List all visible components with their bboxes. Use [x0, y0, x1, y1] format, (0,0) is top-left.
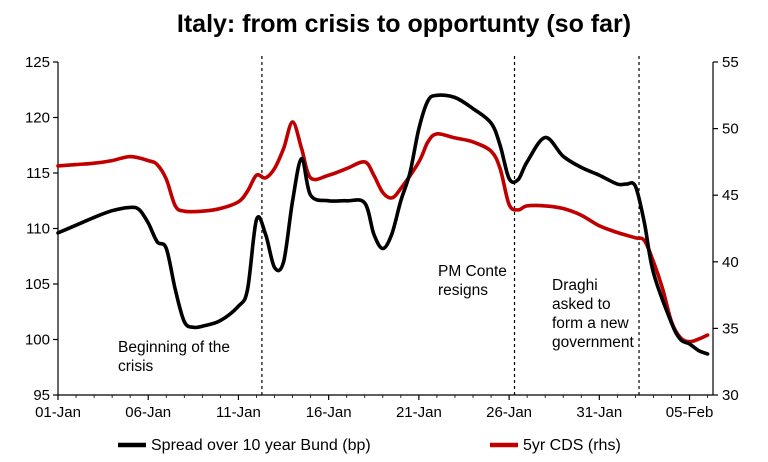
right-tick-label: 45 [722, 187, 739, 204]
chart-title: Italy: from crisis to opportunty (so far… [176, 10, 632, 38]
annotation-line: government [552, 334, 635, 351]
annotation-line: PM Conte [438, 263, 507, 280]
right-tick-label: 40 [722, 254, 739, 271]
series-layer [56, 93, 710, 356]
annotation-text: PM Conte resigns [438, 263, 507, 299]
x-tick-label: 05-Feb [666, 404, 714, 421]
x-tick-label: 16-Jan [306, 404, 352, 421]
annotation-line: form a new [552, 315, 629, 332]
cds-series-line [56, 120, 710, 344]
axes: 95 100 105 110 115 120 125 30 35 40 45 50 55 01-Jan 06… [25, 54, 739, 421]
annotation-line: Beginning of the [118, 339, 230, 356]
x-tick-label: 31-Jan [576, 404, 622, 421]
left-tick-label: 95 [33, 387, 50, 404]
spread-series-line [56, 93, 710, 356]
annotation-text: Beginning of the crisis [118, 339, 230, 375]
x-tick-label: 11-Jan [216, 404, 261, 421]
left-tick-label: 100 [25, 332, 50, 349]
annotation-line: crisis [118, 358, 154, 375]
x-tick-label: 21-Jan [396, 404, 442, 421]
right-tick-label: 30 [722, 387, 739, 404]
right-tick-label: 55 [722, 54, 739, 71]
left-tick-label: 105 [25, 276, 50, 293]
x-tick-label: 06-Jan [125, 404, 171, 421]
annotation-text: Draghi asked to form a new government [552, 277, 635, 351]
right-tick-label: 50 [722, 121, 739, 138]
left-tick-label: 125 [25, 54, 50, 71]
legend-label: Spread over 10 year Bund (bp) [151, 437, 371, 454]
left-tick-label: 110 [26, 221, 50, 238]
legend: Spread over 10 year Bund (bp) 5yr CDS (rh… [118, 437, 621, 454]
x-tick-label: 01-Jan [35, 404, 81, 421]
legend-label: 5yr CDS (rhs) [523, 437, 621, 454]
left-tick-label: 115 [26, 165, 50, 182]
annotation-line: resigns [438, 282, 488, 299]
annotation-line: Draghi [552, 277, 598, 294]
left-tick-label: 120 [25, 110, 50, 127]
annotation-line: asked to [552, 296, 611, 313]
right-tick-label: 35 [722, 320, 739, 337]
x-tick-label: 26-Jan [486, 404, 532, 421]
annotations: Beginning of the crisis PM Conte resigns Dra… [118, 263, 635, 375]
